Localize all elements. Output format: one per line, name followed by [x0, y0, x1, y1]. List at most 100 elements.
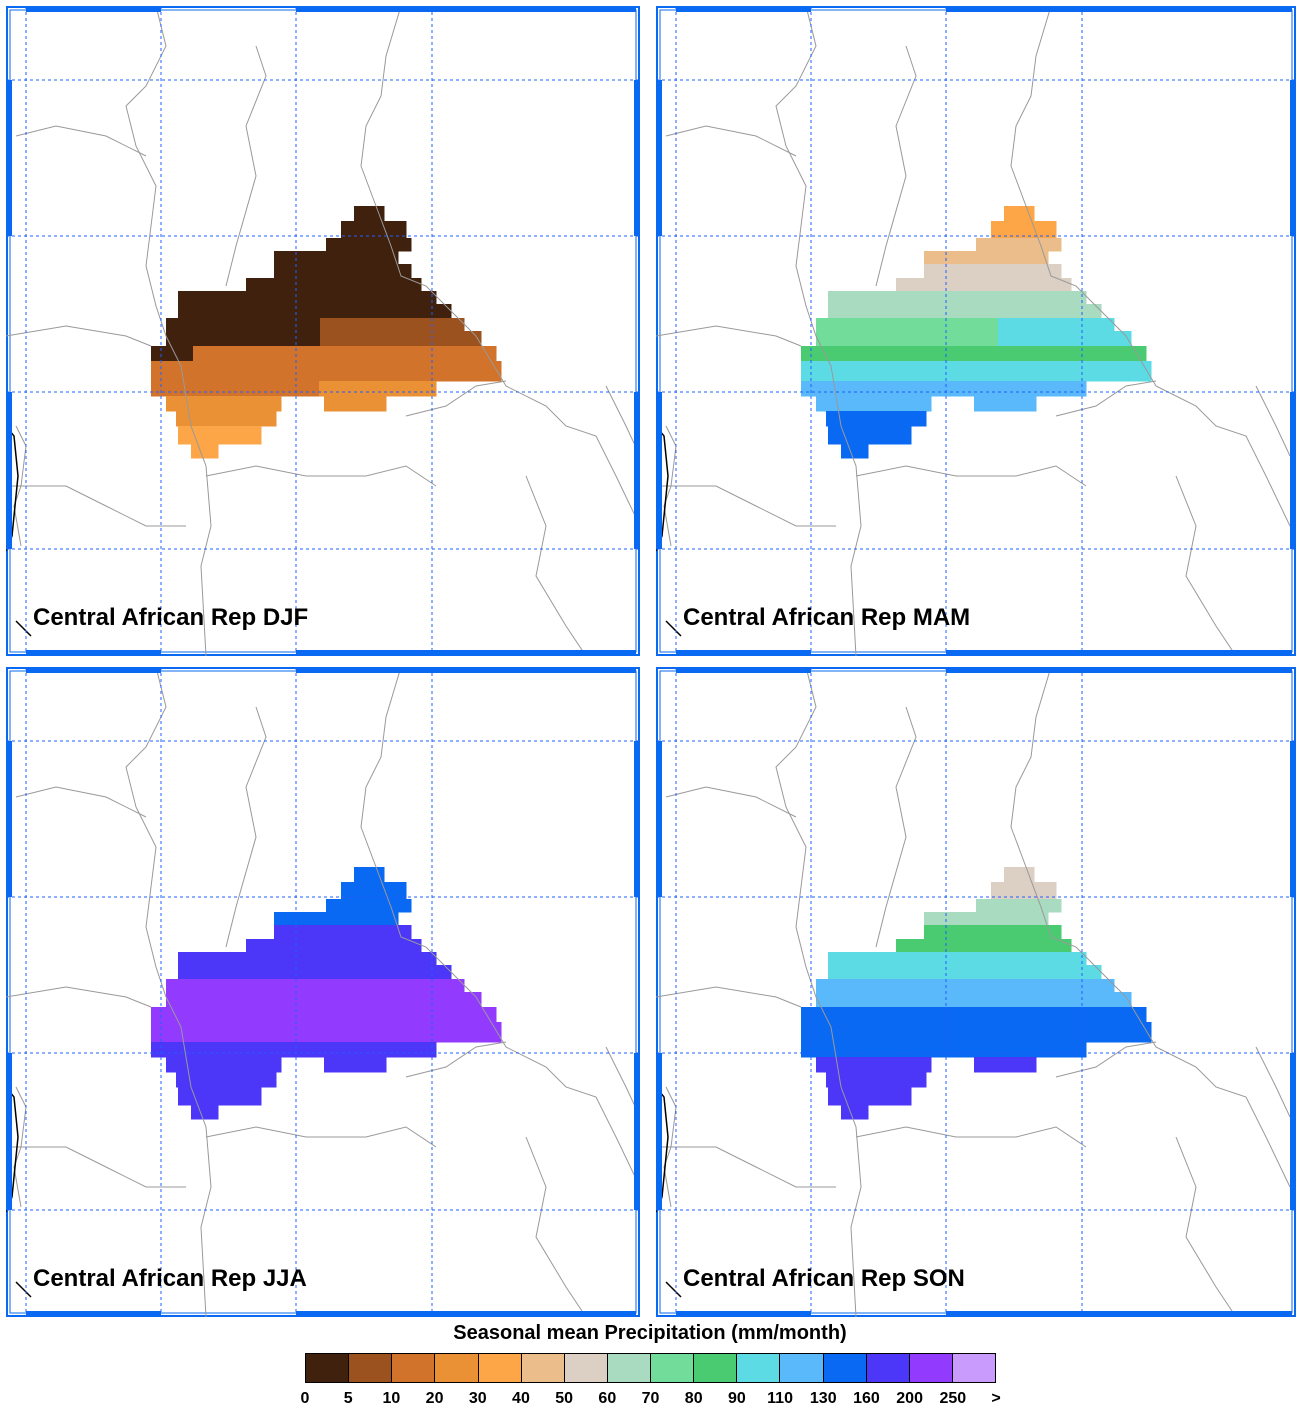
- precip-cell: [292, 992, 307, 1008]
- legend-tick-label: 250: [939, 1390, 967, 1407]
- precip-cell: [1036, 251, 1049, 265]
- precip-cell: [1026, 318, 1041, 332]
- precip-cell: [368, 238, 383, 252]
- country-border: [125, 6, 167, 337]
- country-border: [525, 475, 587, 656]
- precip-cell: [389, 1022, 404, 1043]
- precip-cell: [417, 1022, 432, 1043]
- precip-cell: [815, 381, 830, 397]
- precip-cell: [996, 304, 1011, 319]
- precip-cell: [208, 396, 223, 412]
- precip-cell: [305, 346, 320, 362]
- precip-cell: [248, 965, 263, 980]
- precip-cell: [221, 381, 236, 397]
- precip-cell: [207, 346, 222, 362]
- precip-cell: [898, 291, 913, 305]
- precip-cell: [1082, 318, 1097, 332]
- precip-cell: [970, 979, 985, 993]
- precip-cell: [1054, 979, 1069, 993]
- precip-cell: [236, 1057, 251, 1073]
- precip-cell: [872, 396, 887, 412]
- precip-cell: [487, 1022, 502, 1043]
- precip-cell: [969, 381, 984, 397]
- precip-cell: [380, 396, 387, 412]
- precip-cell: [166, 331, 181, 347]
- precip-cell: [165, 346, 180, 362]
- precip-cell: [926, 291, 941, 305]
- precip-cell: [1025, 1022, 1040, 1043]
- country-border: [1125, 996, 1291, 1188]
- precip-cell: [872, 331, 887, 347]
- precip-cell: [941, 361, 956, 382]
- precip-cell: [870, 965, 885, 980]
- precip-cell: [940, 304, 955, 319]
- precip-cell: [1123, 346, 1138, 362]
- precip-cell: [445, 1022, 460, 1043]
- precip-cell: [928, 318, 943, 332]
- precip-cell: [966, 912, 981, 926]
- precip-cell: [347, 381, 362, 397]
- precip-cell: [292, 979, 307, 993]
- country-border: [1010, 6, 1127, 337]
- precip-cell: [402, 291, 417, 305]
- precip-cell: [1018, 867, 1033, 883]
- precip-cell: [870, 952, 885, 966]
- precip-cell: [938, 251, 953, 265]
- precip-cell: [884, 426, 899, 445]
- precip-cell: [341, 882, 356, 900]
- precip-cell: [941, 1007, 956, 1023]
- precip-cell: [997, 381, 1012, 397]
- precip-cell: [994, 939, 1009, 953]
- legend-swatch: [306, 1354, 350, 1382]
- precip-cell: [396, 899, 411, 913]
- precip-cell: [980, 912, 995, 926]
- precip-cell: [968, 952, 983, 966]
- precip-cell: [330, 939, 345, 953]
- precip-cell: [843, 1022, 858, 1043]
- precip-cell: [1039, 1007, 1054, 1023]
- precip-cell: [205, 444, 219, 459]
- precip-cell: [896, 939, 911, 953]
- precip-cell: [842, 291, 857, 305]
- precip-cell: [984, 331, 999, 347]
- precip-cell: [1026, 331, 1041, 347]
- country-border: [475, 335, 640, 527]
- precip-cell: [980, 939, 995, 953]
- precip-cell: [366, 1057, 381, 1073]
- precip-cell: [344, 912, 359, 926]
- precip-cell: [306, 979, 321, 993]
- precip-cell: [1018, 206, 1033, 222]
- precip-cell: [1095, 1007, 1110, 1023]
- precip-cell: [151, 1007, 166, 1023]
- precip-cell: [288, 912, 303, 926]
- precip-cell: [829, 1042, 844, 1058]
- legend-tick-label: 20: [425, 1390, 444, 1407]
- precip-cell: [843, 381, 858, 397]
- precip-cell: [361, 1042, 376, 1058]
- precip-cell: [1011, 381, 1026, 397]
- precip-cell: [386, 939, 401, 953]
- precip-cell: [404, 979, 419, 993]
- precip-cell: [386, 264, 401, 279]
- legend-tick-label: 5: [343, 1390, 353, 1407]
- legend-tick-label: 0: [300, 1390, 310, 1407]
- precip-cell: [306, 992, 321, 1008]
- precip-cell: [354, 899, 369, 913]
- precip-cell: [1004, 206, 1019, 222]
- precip-cell: [246, 411, 261, 427]
- precip-cell: [1080, 304, 1095, 319]
- precip-cell: [938, 925, 953, 940]
- country-border: [225, 45, 267, 287]
- precip-cell: [940, 291, 955, 305]
- precip-cell: [1030, 396, 1037, 412]
- precip-cell: [1095, 361, 1110, 382]
- precip-cell: [418, 331, 433, 347]
- precip-cell: [1012, 331, 1027, 347]
- precip-cell: [1046, 238, 1061, 252]
- precip-cell: [346, 291, 361, 305]
- precip-cell: [829, 381, 844, 397]
- precip-cell: [1010, 952, 1025, 966]
- legend-tick-label: >: [991, 1390, 1001, 1407]
- precip-cell: [974, 396, 989, 412]
- precip-cell: [246, 278, 261, 292]
